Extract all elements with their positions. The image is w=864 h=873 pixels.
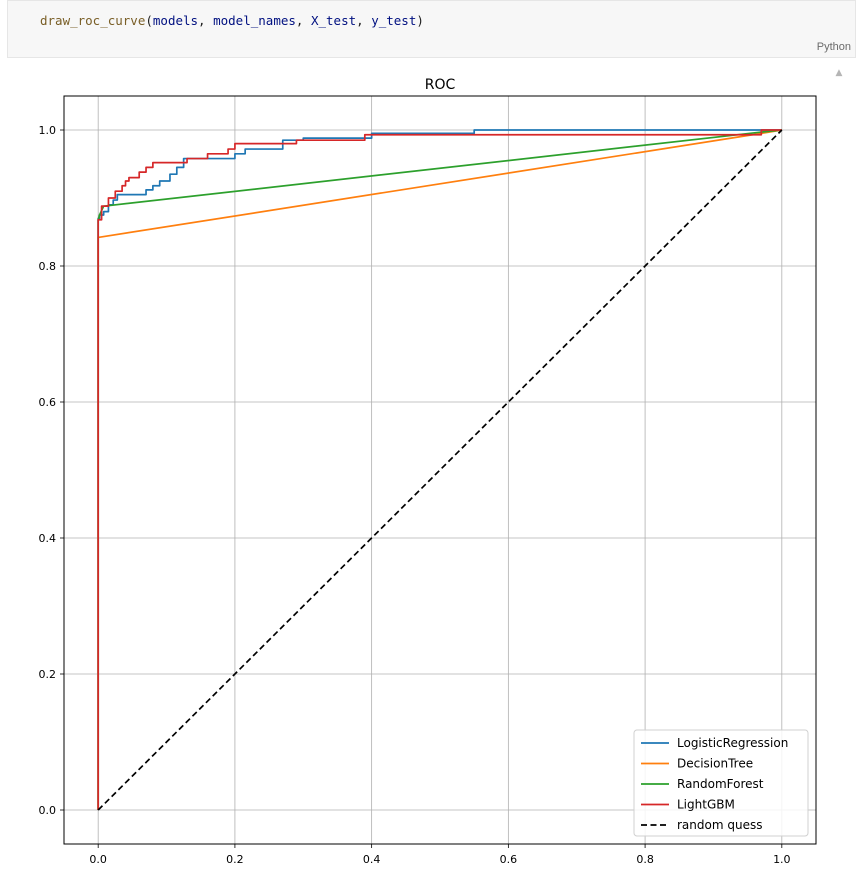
x-tick-label: 0.6 [500,853,518,866]
y-tick-label: 0.0 [39,804,57,817]
legend: LogisticRegression DecisionTree RandomFore… [633,729,809,837]
legend-label: DecisionTree [677,757,753,771]
y-tick-label: 1.0 [39,124,57,137]
code-line[interactable]: draw_roc_curve(models, model_names, X_te… [40,13,424,28]
code-arg-1: models [152,13,199,28]
code-arg-3: X_test [310,13,357,28]
code-arg-2: model_names [213,13,296,28]
code-close-paren: ) [416,13,424,28]
plot-frame [63,95,817,845]
code-comma-1: , [198,13,214,28]
y-tick-label: 0.8 [39,260,57,273]
tick-layer: 0.0 0.2 0.4 0.6 0.8 1.0 0.0 0.2 0.4 0.6 0.8 1.0 [39,124,791,866]
x-tick-label: 0.2 [226,853,244,866]
language-label[interactable]: Python [816,41,851,53]
x-tick-label: 1.0 [773,853,791,866]
legend-label: LogisticRegression [677,736,788,750]
code-open-paren: ( [145,13,153,28]
legend-label: random quess [677,818,762,832]
code-comma-2: , [295,13,311,28]
y-tick-label: 0.4 [39,532,57,545]
x-tick-label: 0.8 [636,853,654,866]
caret-up-icon[interactable]: ▲ [835,68,843,78]
series-line-3 [97,129,782,810]
code-function-name: draw_roc_curve [40,13,146,28]
cell-output: 0.0 0.2 0.4 0.6 0.8 1.0 0.0 0.2 0.4 0.6 0.8 1.0 ROC… [0,62,864,869]
legend-box [633,729,809,837]
y-tick-label: 0.6 [39,396,57,409]
chart-title: ROC [425,77,456,93]
legend-label: RandomForest [677,777,764,791]
code-arg-4: y_test [371,13,417,28]
roc-chart: 0.0 0.2 0.4 0.6 0.8 1.0 0.0 0.2 0.4 0.6 0.8 1.0 ROC… [39,77,817,866]
series-layer [97,129,783,811]
code-comma-3: , [356,13,372,28]
x-tick-label: 0.4 [363,853,381,866]
code-cell[interactable]: draw_roc_curve(models, model_names, X_te… [7,0,856,58]
legend-label: LightGBM [677,798,735,812]
x-tick-label: 0.0 [89,853,107,866]
series-line-4 [97,129,783,811]
y-tick-label: 0.2 [39,668,57,681]
